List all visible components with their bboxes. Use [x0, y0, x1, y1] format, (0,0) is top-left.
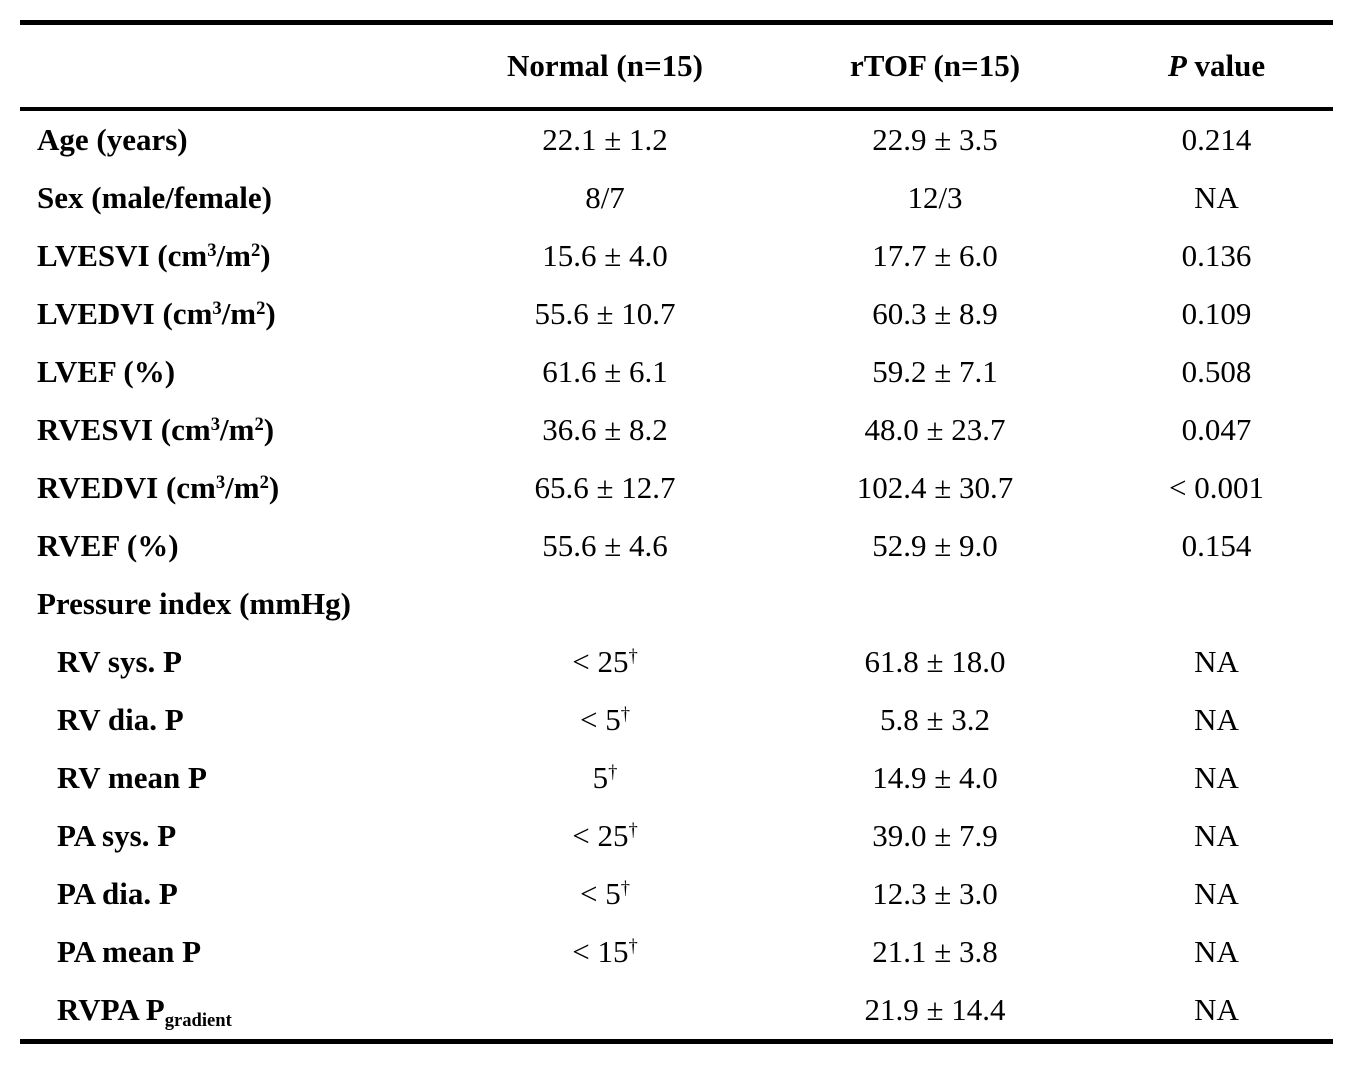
table-header: Normal (n=15) rTOF (n=15) P value [20, 22, 1333, 111]
p-value: < 0.001 [1169, 469, 1264, 505]
row-label: RV mean P [57, 759, 207, 795]
p-value: NA [1194, 759, 1239, 795]
value-rtof: 17.7 ± 6.0 [872, 237, 998, 273]
row-label: PA sys. P [57, 817, 177, 853]
row-label: LVEDVI (cm3/m2) [37, 295, 276, 331]
value-normal: 36.6 ± 8.2 [542, 411, 668, 447]
value-normal: < 5† [579, 701, 631, 737]
p-value: 0.136 [1181, 237, 1252, 273]
comparison-table: Normal (n=15) rTOF (n=15) P value Age (y… [20, 20, 1333, 1044]
table-row: PA mean P < 15† 21.1 ± 3.8 NA [20, 923, 1333, 981]
row-label: RVEDVI (cm3/m2) [37, 469, 280, 505]
p-value: NA [1194, 933, 1239, 969]
value-rtof: 12/3 [907, 179, 963, 215]
p-value: 0.154 [1181, 527, 1252, 563]
p-value: 0.047 [1181, 411, 1252, 447]
row-label: RV dia. P [57, 701, 184, 737]
table-row: PA dia. P < 5† 12.3 ± 3.0 NA [20, 865, 1333, 923]
table-row: RV mean P 5† 14.9 ± 4.0 NA [20, 749, 1333, 807]
value-rtof: 12.3 ± 3.0 [872, 875, 998, 911]
value-rtof: 48.0 ± 23.7 [864, 411, 1006, 447]
p-value: NA [1194, 179, 1239, 215]
value-normal: 61.6 ± 6.1 [542, 353, 668, 389]
value-normal: 8/7 [585, 179, 625, 215]
value-normal: < 5† [579, 875, 631, 911]
value-normal: 22.1 ± 1.2 [542, 121, 668, 157]
table-row: RVEF (%) 55.6 ± 4.6 52.9 ± 9.0 0.154 [20, 517, 1333, 575]
value-normal: < 25† [572, 817, 638, 853]
row-label: RVPA Pgradient [57, 991, 232, 1031]
table-row: RV sys. P < 25† 61.8 ± 18.0 NA [20, 633, 1333, 691]
header-row: Normal (n=15) rTOF (n=15) P value [20, 22, 1333, 111]
table-section-row: Pressure index (mmHg) [20, 575, 1333, 633]
value-normal: 55.6 ± 4.6 [542, 527, 668, 563]
value-rtof: 102.4 ± 30.7 [856, 469, 1014, 505]
value-normal: 65.6 ± 12.7 [534, 469, 676, 505]
value-normal: < 15† [572, 933, 638, 969]
table-row: LVEF (%) 61.6 ± 6.1 59.2 ± 7.1 0.508 [20, 343, 1333, 401]
table-row: RVPA Pgradient 21.9 ± 14.4 NA [20, 981, 1333, 1042]
table-row: PA sys. P < 25† 39.0 ± 7.9 NA [20, 807, 1333, 865]
header-cell-rtof: rTOF (n=15) [770, 22, 1100, 111]
value-rtof: 52.9 ± 9.0 [872, 527, 998, 563]
value-rtof: 39.0 ± 7.9 [872, 817, 998, 853]
header-cell-normal: Normal (n=15) [440, 22, 770, 111]
row-label: Sex (male/female) [37, 179, 272, 215]
table-row: RV dia. P < 5† 5.8 ± 3.2 NA [20, 691, 1333, 749]
row-label: Age (years) [37, 121, 188, 157]
value-rtof: 14.9 ± 4.0 [872, 759, 998, 795]
header-cell-empty [20, 22, 440, 111]
row-label: RVESVI (cm3/m2) [37, 411, 275, 447]
table-row: Age (years) 22.1 ± 1.2 22.9 ± 3.5 0.214 [20, 109, 1333, 169]
row-label: LVEF (%) [37, 353, 176, 389]
table-body: Age (years) 22.1 ± 1.2 22.9 ± 3.5 0.214 … [20, 109, 1333, 1042]
value-rtof: 59.2 ± 7.1 [872, 353, 998, 389]
section-label: Pressure index (mmHg) [37, 585, 351, 621]
value-rtof [770, 575, 1100, 633]
p-value [1100, 575, 1333, 633]
row-label: PA mean P [57, 933, 202, 969]
value-rtof: 5.8 ± 3.2 [879, 701, 990, 737]
p-value: 0.508 [1181, 353, 1252, 389]
value-normal: 5† [592, 759, 618, 795]
p-value: 0.214 [1181, 121, 1252, 157]
value-normal [440, 575, 770, 633]
value-rtof: 60.3 ± 8.9 [872, 295, 998, 331]
value-normal: < 25† [572, 643, 638, 679]
value-rtof: 22.9 ± 3.5 [872, 121, 998, 157]
table-row: RVESVI (cm3/m2) 36.6 ± 8.2 48.0 ± 23.7 0… [20, 401, 1333, 459]
header-cell-pvalue: P value [1100, 22, 1333, 111]
p-value: NA [1194, 643, 1239, 679]
table-row: LVESVI (cm3/m2) 15.6 ± 4.0 17.7 ± 6.0 0.… [20, 227, 1333, 285]
table-row: LVEDVI (cm3/m2) 55.6 ± 10.7 60.3 ± 8.9 0… [20, 285, 1333, 343]
p-value: 0.109 [1181, 295, 1252, 331]
p-value: NA [1194, 991, 1239, 1027]
row-label: LVESVI (cm3/m2) [37, 237, 271, 273]
p-value: NA [1194, 875, 1239, 911]
value-normal: 55.6 ± 10.7 [534, 295, 676, 331]
p-value: NA [1194, 701, 1239, 737]
row-label: PA dia. P [57, 875, 178, 911]
value-normal: 15.6 ± 4.0 [542, 237, 668, 273]
row-label: RVEF (%) [37, 527, 179, 563]
value-rtof: 21.9 ± 14.4 [864, 991, 1006, 1027]
value-rtof: 21.1 ± 3.8 [872, 933, 998, 969]
value-rtof: 61.8 ± 18.0 [864, 643, 1006, 679]
value-normal [440, 981, 770, 1042]
p-value: NA [1194, 817, 1239, 853]
row-label: RV sys. P [57, 643, 182, 679]
table-row: RVEDVI (cm3/m2) 65.6 ± 12.7 102.4 ± 30.7… [20, 459, 1333, 517]
table-row: Sex (male/female) 8/7 12/3 NA [20, 169, 1333, 227]
